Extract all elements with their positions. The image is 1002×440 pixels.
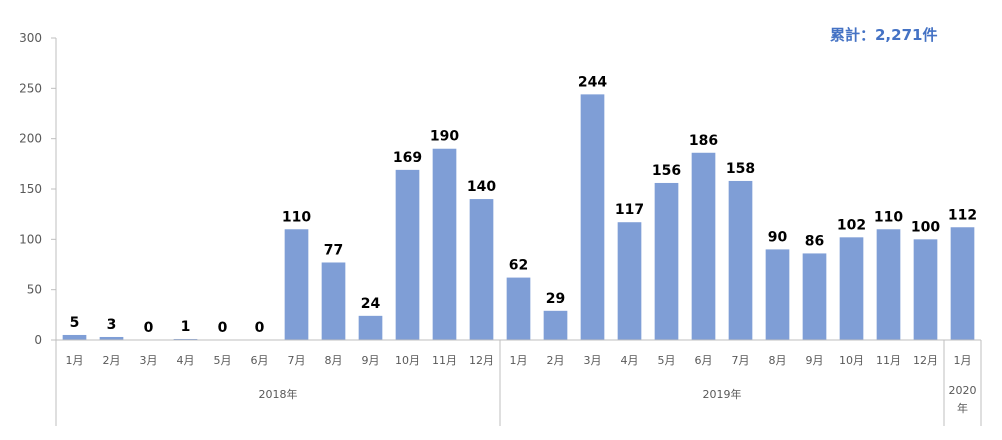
y-tick-label: 100 [19,232,42,246]
data-label: 0 [218,320,228,336]
total-count-label: 累計：2,271件 [830,26,938,44]
bar [469,199,494,340]
data-label: 158 [726,161,755,177]
data-label: 190 [430,129,459,145]
bar [617,222,642,340]
data-label: 117 [615,202,644,218]
bar [913,239,938,340]
bar [839,237,864,340]
bar [358,315,383,340]
y-tick-label: 250 [19,81,42,95]
x-tick-label: 5月 [658,354,676,367]
x-tick-label: 3月 [140,354,158,367]
x-tick-label: 9月 [362,354,380,367]
y-tick-label: 150 [19,182,42,196]
x-tick-label: 5月 [214,354,232,367]
y-tick-label: 0 [34,333,42,347]
x-tick-label: 2月 [547,354,565,367]
bar [765,249,790,340]
x-tick-label: 8月 [769,354,787,367]
data-label: 110 [282,209,311,225]
bar [99,336,124,340]
bar [580,94,605,340]
data-label: 3 [107,317,117,333]
data-label: 77 [324,242,343,258]
y-tick-label: 300 [19,31,42,45]
x-tick-label: 11月 [432,354,457,367]
x-axis: 1月 2月 3月 4月 5月 6月 7月 8月 9月 10月 11月 12月 1月 2月 3月 4月 5月 6月 7… [55,339,982,426]
data-label: 156 [652,163,681,179]
data-label: 186 [689,133,718,149]
bars: 5 3 0 1 0 01107724169190140622924411715618615… [62,74,977,340]
data-label: 140 [467,179,496,195]
bar [802,253,827,340]
bar [321,262,346,340]
x-tick-label: 7月 [288,354,306,367]
x-tick-label: 6月 [695,354,713,367]
x-tick-label: 7月 [732,354,750,367]
bar [950,227,975,340]
bar [543,310,568,340]
data-label: 112 [948,207,977,223]
group-label: 2019年 [703,387,742,401]
x-tick-label: 4月 [621,354,639,367]
data-label: 102 [837,217,866,233]
bar [173,338,198,340]
bar [395,169,420,340]
bar [876,229,901,340]
group-label: 2020 年 [949,384,977,415]
x-tick-label: 3月 [584,354,602,367]
bar [284,229,309,340]
data-label: 0 [255,320,265,336]
x-tick-label: 6月 [251,354,269,367]
data-label: 169 [393,150,422,166]
bar [691,152,716,340]
y-axis: 0 50 100 150 200 250 300 [19,31,57,347]
data-label: 5 [70,315,80,331]
x-tick-label: 4月 [177,354,195,367]
y-tick-label: 50 [27,283,42,297]
bar [654,182,679,340]
data-label: 1 [181,319,191,335]
x-tick-label: 2月 [103,354,121,367]
bar [62,334,87,340]
data-label: 29 [546,291,565,307]
y-tick-label: 200 [19,132,42,146]
x-tick-label: 1月 [510,354,528,367]
bar [728,180,753,340]
x-tick-label: 10月 [839,354,864,367]
bar [506,277,531,340]
data-label: 0 [144,320,154,336]
x-tick-label: 8月 [325,354,343,367]
x-tick-label: 1月 [66,354,84,367]
data-label: 62 [509,258,528,274]
x-tick-label: 12月 [913,354,938,367]
data-label: 110 [874,209,903,225]
group-label: 2018年 [259,387,298,401]
x-tick-label: 10月 [395,354,420,367]
x-tick-label: 12月 [469,354,494,367]
x-tick-label: 9月 [806,354,824,367]
data-label: 100 [911,219,940,235]
x-tick-label: 11月 [876,354,901,367]
data-label: 244 [578,74,607,90]
data-label: 24 [361,296,381,312]
data-label: 86 [805,233,824,249]
bar [432,148,457,340]
data-label: 90 [768,229,788,245]
x-tick-label: 1月 [954,354,972,367]
